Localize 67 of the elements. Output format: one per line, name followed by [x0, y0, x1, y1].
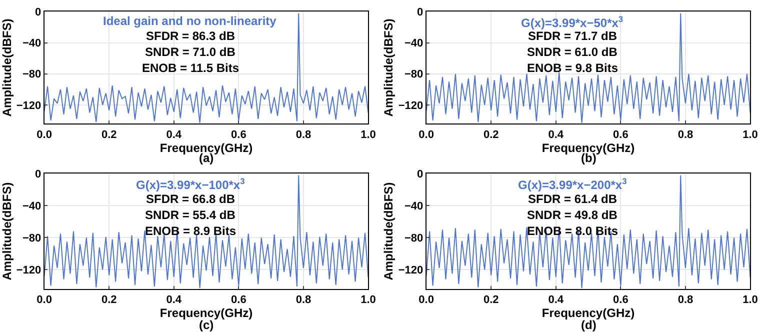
- annotation: SFDR = 86.3 dB: [146, 29, 236, 43]
- x-tick-label: 0.8: [678, 128, 694, 141]
- chart-title: G(x)=3.99*x−100*x$^{3}$: [136, 176, 246, 192]
- x-tick-label: 0.6: [613, 294, 628, 306]
- annotation: ENOB = 11.5 Bits: [142, 61, 240, 75]
- annotation: SNDR = 61.0 dB: [527, 45, 618, 59]
- annotation: SNDR = 49.8 dB: [527, 208, 618, 222]
- y-tick-label: −80: [404, 68, 424, 81]
- line-series: [44, 12, 368, 124]
- y-tick-label: −40: [22, 200, 42, 213]
- y-tick-label: −40: [404, 200, 424, 213]
- y-tick-label: 0: [34, 6, 42, 19]
- x-tick-label: 0.8: [678, 294, 694, 306]
- y-tick-label: −120: [16, 264, 42, 277]
- chart-title: Ideal gain and no non-linearity: [103, 14, 277, 28]
- x-tick-label: 1.0: [742, 128, 758, 141]
- x-tick-label: 0.4: [166, 128, 182, 141]
- y-tick-label: −40: [404, 38, 424, 50]
- x-axis-title: Frequency(GHz): [160, 306, 253, 320]
- annotation: SFDR = 61.4 dB: [528, 192, 618, 206]
- x-tick-label: 0.8: [296, 294, 312, 306]
- chart-title: G(x)=3.99*x−200*x$^{3}$: [518, 176, 628, 192]
- y-tick-label: −120: [398, 264, 424, 277]
- x-tick-label: 0.0: [36, 294, 52, 306]
- x-tick-label: 1.0: [742, 294, 758, 306]
- x-tick-label: 0.6: [613, 128, 628, 141]
- y-tick-label: −80: [22, 232, 42, 245]
- line-series: [426, 174, 750, 289]
- y-axis-title: Amplitude(dBFS): [382, 18, 396, 117]
- x-tick-label: 0.0: [418, 128, 434, 141]
- line-series: [44, 174, 368, 289]
- x-tick-label: 0.2: [101, 128, 117, 141]
- y-tick-label: 0: [416, 6, 424, 19]
- annotation: SNDR = 55.4 dB: [145, 208, 236, 222]
- y-tick-label: −40: [22, 38, 42, 50]
- x-axis-title: Frequency(GHz): [542, 306, 635, 320]
- x-tick-label: 0.0: [36, 128, 52, 141]
- text: (c): [199, 318, 214, 332]
- x-tick-label: 1.0: [360, 294, 376, 306]
- x-tick-label: 0.6: [231, 128, 246, 141]
- y-axis-title: Amplitude(dBFS): [0, 182, 14, 280]
- line-series: [426, 12, 750, 124]
- x-tick-label: 0.2: [483, 128, 499, 141]
- annotation: SFDR = 66.8 dB: [146, 192, 236, 206]
- y-axis-title: Amplitude(dBFS): [0, 18, 14, 117]
- x-tick-label: 0.6: [231, 294, 246, 306]
- x-tick-label: 0.8: [296, 128, 312, 141]
- annotation: SNDR = 71.0 dB: [145, 45, 236, 59]
- x-tick-label: 0.2: [101, 294, 117, 306]
- text: (d): [581, 318, 596, 332]
- x-tick-label: 0.4: [548, 294, 564, 306]
- y-tick-label: −120: [398, 100, 424, 112]
- y-tick-label: −80: [22, 68, 42, 81]
- y-axis-title: Amplitude(dBFS): [382, 182, 396, 280]
- x-tick-label: 1.0: [360, 128, 376, 141]
- x-tick-label: 0.4: [548, 128, 564, 141]
- chart-title: G(x)=3.99*x−50*x$^{3}$: [521, 14, 624, 30]
- y-tick-label: 0: [416, 168, 424, 181]
- x-tick-label: 0.4: [166, 294, 182, 306]
- annotation: SFDR = 71.7 dB: [528, 29, 618, 43]
- y-tick-label: −120: [16, 100, 42, 112]
- y-tick-label: 0: [34, 168, 42, 181]
- y-tick-label: −80: [404, 232, 424, 245]
- x-tick-label: 0.0: [418, 294, 434, 306]
- x-tick-label: 0.2: [483, 294, 499, 306]
- annotation: ENOB = 9.8 Bits: [527, 61, 618, 75]
- annotation: ENOB = 8.9 Bits: [145, 224, 236, 238]
